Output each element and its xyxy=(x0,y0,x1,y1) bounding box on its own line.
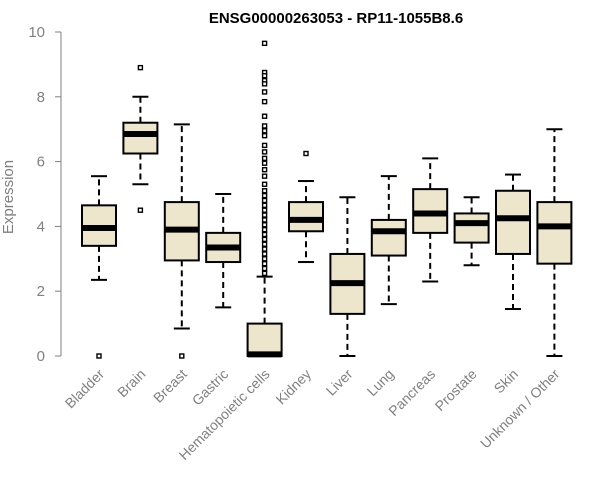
outlier-point xyxy=(261,236,268,243)
outlier-point xyxy=(261,166,268,173)
x-tick-label: Liver xyxy=(323,366,356,399)
box-8 xyxy=(370,175,407,306)
y-tick-label: 0 xyxy=(37,348,45,365)
box-iqr xyxy=(246,322,283,358)
outlier-point xyxy=(137,207,144,213)
outlier-point xyxy=(96,353,102,359)
y-axis-label: Expression xyxy=(0,160,17,234)
box-2 xyxy=(122,64,159,213)
x-tick-label: Breast xyxy=(150,366,190,406)
outlier-point xyxy=(261,222,268,228)
outlier-point xyxy=(261,173,268,179)
outlier-point xyxy=(261,81,268,87)
outlier-point xyxy=(261,181,268,187)
x-tick-label: Skin xyxy=(491,366,522,397)
y-axis: 0 2 4 6 8 10 xyxy=(28,24,62,365)
box-iqr xyxy=(288,201,324,233)
y-tick-label: 8 xyxy=(37,89,45,106)
chart-title: ENSG00000263053 - RP11-1055B8.6 xyxy=(209,10,463,27)
box-1 xyxy=(81,175,117,359)
y-tick-label: 4 xyxy=(37,218,45,235)
box-iqr xyxy=(536,201,573,265)
outlier-point xyxy=(261,270,268,277)
box-12 xyxy=(536,128,573,357)
box-iqr xyxy=(495,189,531,255)
box-5 xyxy=(246,40,283,358)
outlier-point xyxy=(261,260,268,267)
outlier-point xyxy=(261,251,268,257)
outlier-point xyxy=(261,160,268,166)
outlier-point xyxy=(261,212,268,218)
x-tick-label: Kidney xyxy=(273,366,315,408)
y-tick-label: 2 xyxy=(37,283,45,300)
outlier-point xyxy=(261,155,268,162)
outlier-point xyxy=(261,149,268,155)
box-11 xyxy=(495,173,531,311)
outlier-point xyxy=(261,98,268,105)
outlier-point xyxy=(261,207,268,213)
x-tick-label: Unknown / Other xyxy=(477,366,563,452)
outlier-point xyxy=(261,231,268,238)
outlier-point xyxy=(261,226,268,233)
outlier-point xyxy=(261,241,268,247)
outlier-point xyxy=(261,123,268,129)
outlier-point xyxy=(261,128,268,134)
y-tick-label: 6 xyxy=(37,154,45,171)
box-6 xyxy=(288,150,324,264)
box-10 xyxy=(453,196,490,267)
boxes-group xyxy=(81,40,573,359)
box-4 xyxy=(205,193,242,309)
outlier-point xyxy=(261,132,268,139)
outlier-point xyxy=(261,246,268,252)
outlier-point xyxy=(261,197,268,204)
box-9 xyxy=(412,157,449,283)
outlier-point xyxy=(261,256,268,262)
outlier-point xyxy=(261,192,268,199)
outlier-point xyxy=(303,150,309,157)
outlier-point xyxy=(261,217,268,223)
outlier-point xyxy=(261,265,268,272)
box-iqr xyxy=(370,218,407,257)
outlier-point xyxy=(137,64,144,71)
outlier-point xyxy=(261,73,268,79)
x-tick-label: Bladder xyxy=(62,366,108,412)
outlier-point xyxy=(261,40,268,47)
outlier-point xyxy=(179,353,185,359)
y-tick-label: 10 xyxy=(28,24,45,41)
x-tick-label: Brain xyxy=(114,366,148,400)
outlier-point xyxy=(261,113,268,119)
outlier-point xyxy=(261,142,268,149)
box-iqr xyxy=(453,212,490,244)
outlier-point xyxy=(261,202,268,209)
box-iqr xyxy=(122,121,159,155)
box-7 xyxy=(329,196,366,357)
outlier-point xyxy=(261,89,268,95)
box-3 xyxy=(163,123,200,359)
x-tick-label: Prostate xyxy=(432,366,480,414)
x-tick-label: Lung xyxy=(364,366,397,399)
outlier-point xyxy=(261,188,268,194)
